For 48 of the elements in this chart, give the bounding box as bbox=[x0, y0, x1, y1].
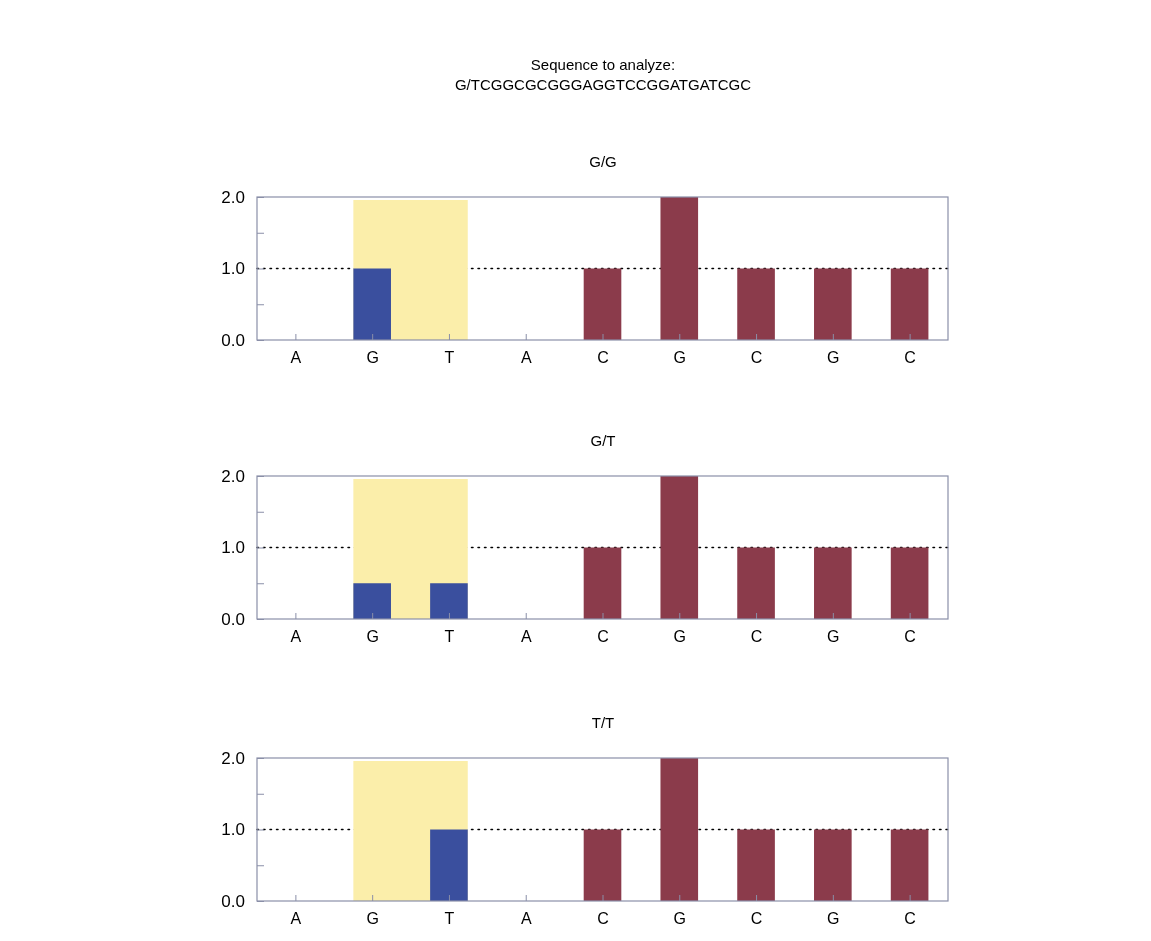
bar bbox=[583, 547, 622, 619]
x-tick-label: T bbox=[444, 628, 455, 646]
chart-title: G/T bbox=[590, 432, 616, 449]
x-tick-label: C bbox=[597, 910, 609, 928]
x-tick-label: A bbox=[520, 910, 532, 928]
x-tick-label: C bbox=[597, 349, 609, 367]
x-tick-label: G bbox=[366, 910, 379, 928]
y-tick-label: 0.0 bbox=[221, 891, 245, 911]
y-tick-label: 2.0 bbox=[221, 187, 245, 207]
bar bbox=[890, 547, 929, 619]
x-tick-label: G bbox=[827, 628, 840, 646]
x-tick-label: G bbox=[673, 910, 686, 928]
chart-title: T/T bbox=[591, 714, 615, 731]
y-tick-label: 1.0 bbox=[221, 538, 245, 558]
text: Sequence to analyze: bbox=[530, 56, 676, 73]
x-tick-label: C bbox=[750, 628, 763, 646]
x-tick-label: G bbox=[673, 628, 686, 646]
chart-title: G/G bbox=[589, 153, 617, 170]
bar bbox=[814, 547, 852, 619]
bar bbox=[737, 547, 775, 619]
x-tick-label: A bbox=[520, 349, 532, 367]
bar bbox=[430, 583, 468, 619]
y-tick-label: 2.0 bbox=[221, 466, 245, 486]
y-tick-label: 0.0 bbox=[221, 330, 245, 350]
y-tick-label: 0.0 bbox=[221, 609, 245, 629]
x-tick-label: C bbox=[904, 349, 916, 367]
x-tick-label: A bbox=[290, 628, 302, 646]
x-tick-label: T bbox=[444, 910, 455, 928]
x-tick-label: C bbox=[750, 910, 763, 928]
x-tick-label: A bbox=[290, 910, 302, 928]
x-tick-label: G bbox=[827, 349, 840, 367]
text: G/TCGGCGCGGGAGGTCCGGATGATCGC bbox=[454, 76, 752, 93]
x-tick-label: G bbox=[366, 628, 379, 646]
y-tick-label: 1.0 bbox=[221, 820, 245, 840]
x-tick-label: C bbox=[750, 349, 763, 367]
bar bbox=[660, 476, 699, 619]
x-tick-label: G bbox=[673, 349, 686, 367]
x-tick-label: C bbox=[904, 910, 916, 928]
bar bbox=[353, 583, 391, 619]
y-tick-label: 1.0 bbox=[221, 259, 245, 279]
x-tick-label: T bbox=[444, 349, 455, 367]
x-tick-label: C bbox=[597, 628, 609, 646]
x-tick-label: C bbox=[904, 628, 916, 646]
x-tick-label: G bbox=[366, 349, 379, 367]
x-tick-label: A bbox=[290, 349, 302, 367]
x-tick-label: A bbox=[520, 628, 532, 646]
x-tick-label: G bbox=[827, 910, 840, 928]
y-tick-label: 2.0 bbox=[221, 748, 245, 768]
